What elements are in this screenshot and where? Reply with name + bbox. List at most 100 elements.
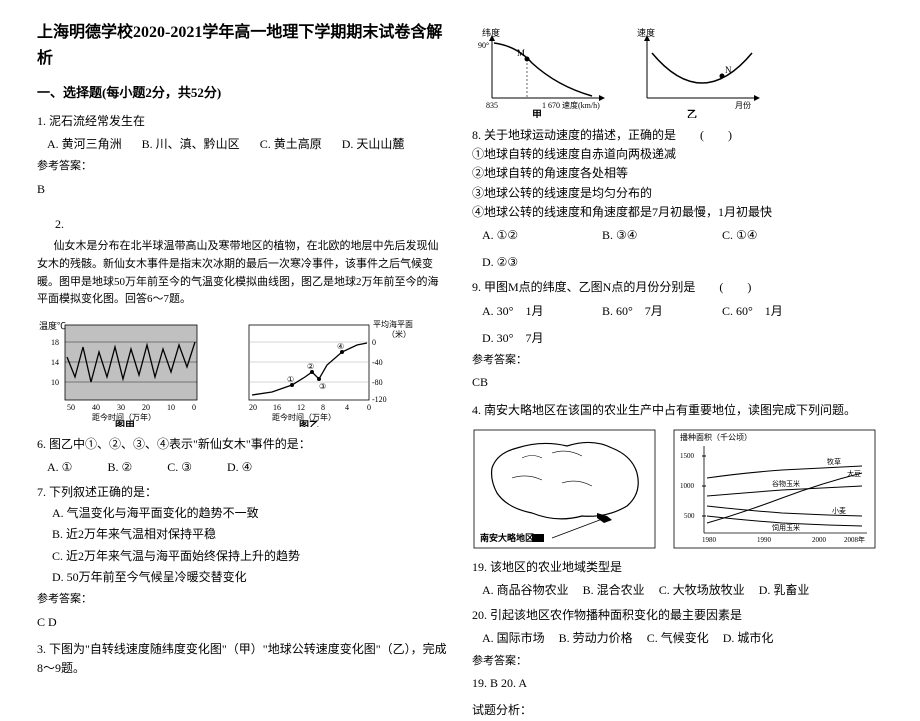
question-1: 1. 泥石流经常发生在 A. 黄河三角洲 B. 川、滇、黔山区 C. 黄土高原 …	[37, 112, 448, 199]
svg-text:30: 30	[117, 403, 125, 412]
q9-opt-c: C. 60° 1月	[722, 302, 802, 321]
svg-text:20: 20	[142, 403, 150, 412]
q1-answer-label: 参考答案：	[37, 158, 448, 176]
svg-text:1500: 1500	[680, 452, 695, 460]
question-19: 19. 该地区的农业地域类型是 A. 商品谷物农业 B. 混合农业 C. 大牧场…	[472, 558, 883, 600]
q19-stem: 19. 该地区的农业地域类型是	[472, 558, 883, 577]
svg-text:②: ②	[307, 362, 314, 371]
svg-text:500: 500	[684, 512, 695, 520]
q7-stem: 7. 下列叙述正确的是：	[37, 483, 448, 502]
q8-s3: ③地球公转的线速度是均匀分布的	[472, 184, 883, 203]
chart-planting-area: 播种面积（千公顷） 1500 1000 500 牧草 大豆 谷物玉米 小麦 饲用…	[672, 428, 877, 550]
question-9: 9. 甲图M点的纬度、乙图N点的月份分别是 ( ) A. 30° 1月 B. 6…	[472, 278, 883, 392]
q7-opt-c: C. 近2万年来气温与海平面始终保持上升的趋势	[52, 547, 448, 566]
q9-stem: 9. 甲图M点的纬度、乙图N点的月份分别是 ( )	[472, 278, 883, 297]
svg-text:播种面积（千公顷）: 播种面积（千公顷）	[680, 432, 752, 442]
q9-answer: CB	[472, 373, 883, 392]
q4-stem: 4. 南安大略地区在该国的农业生产中占有重要地位，读图完成下列问题。	[472, 401, 883, 420]
q8-s2: ②地球自转的角速度各处相等	[472, 164, 883, 183]
q6-opt-d: D. ④	[227, 458, 252, 477]
q3-figures: 纬度 90° M 835 1 670 速度(km/h) 甲 速度 N 月份 乙	[472, 28, 883, 118]
q6-opt-b: B. ②	[107, 458, 132, 477]
q9-opt-a: A. 30° 1月	[482, 302, 562, 321]
q20-answer-label: 参考答案：	[472, 653, 883, 671]
question-3: 3. 下图为"自转线速度随纬度变化图"（甲）"地球公转速度变化图"（乙），完成8…	[37, 640, 448, 678]
chart-jia-temp: 温度℃ 18 14 10 50 40 30 20 10 0 距今时间（万年） 图…	[37, 317, 212, 427]
question-7: 7. 下列叙述正确的是： A. 气温变化与海平面变化的趋势不一致 B. 近2万年…	[37, 483, 448, 632]
q19-opt-d: D. 乳畜业	[759, 581, 810, 600]
svg-text:0: 0	[192, 403, 196, 412]
svg-text:-120: -120	[372, 395, 387, 404]
svg-text:40: 40	[92, 403, 100, 412]
q1-opt-d: D. 天山山麓	[342, 135, 405, 154]
svg-text:1 670 速度(km/h): 1 670 速度(km/h)	[542, 100, 600, 110]
q2-figures: 温度℃ 18 14 10 50 40 30 20 10 0 距今时间（万年） 图…	[37, 317, 448, 427]
q2-label: 2.	[37, 215, 448, 234]
q7-opt-a: A. 气温变化与海平面变化的趋势不一致	[52, 504, 448, 523]
svg-text:大豆: 大豆	[847, 469, 861, 478]
svg-text:③: ③	[319, 382, 326, 391]
svg-text:温度℃: 温度℃	[39, 320, 66, 331]
question-2: 2. 仙女木是分布在北半球温带高山及寒带地区的植物，在北欧的地层中先后发现仙女木…	[37, 215, 448, 427]
q20-analysis: 试题分析：	[472, 701, 883, 720]
question-4: 4. 南安大略地区在该国的农业生产中占有重要地位，读图完成下列问题。 南安大略地…	[472, 401, 883, 550]
q1-opt-b: B. 川、滇、黔山区	[142, 135, 240, 154]
q7-opt-b: B. 近2万年来气温相对保持平稳	[52, 525, 448, 544]
map-canada: 南安大略地区	[472, 428, 657, 550]
svg-text:10: 10	[51, 378, 59, 387]
svg-text:10: 10	[167, 403, 175, 412]
q8-opt-b: B. ③④	[602, 226, 682, 245]
chart-jia-label: 图甲	[115, 420, 135, 427]
svg-text:①: ①	[287, 375, 294, 384]
q6-stem: 6. 图乙中①、②、③、④表示"新仙女木"事件的是：	[37, 435, 448, 454]
chart-yi-label: 图乙	[299, 420, 319, 427]
svg-text:牧草: 牧草	[827, 457, 841, 466]
svg-text:2000: 2000	[812, 536, 827, 544]
q20-opt-c: C. 气候变化	[647, 629, 709, 648]
q19-opt-b: B. 混合农业	[583, 581, 645, 600]
q19-opt-a: A. 商品谷物农业	[482, 581, 569, 600]
q20-opt-b: B. 劳动力价格	[559, 629, 633, 648]
q8-opt-c: C. ①④	[722, 226, 802, 245]
svg-text:50: 50	[67, 403, 75, 412]
q20-answer: 19. B 20. A	[472, 674, 883, 693]
left-column: 上海明德学校2020-2021学年高一地理下学期期末试卷含解析 一、选择题(每小…	[25, 20, 460, 631]
q20-options: A. 国际市场 B. 劳动力价格 C. 气候变化 D. 城市化	[482, 629, 883, 648]
svg-text:14: 14	[51, 358, 59, 367]
svg-text:90°: 90°	[478, 41, 489, 50]
q8-s4: ④地球公转的线速度和角速度都是7月初最慢，1月初最快	[472, 203, 883, 222]
q4-figures: 南安大略地区 播种面积（千公顷） 1500 1000 500 牧草 大豆 谷物玉…	[472, 428, 883, 550]
q8-opt-a: A. ①②	[482, 226, 562, 245]
svg-text:饲用玉米: 饲用玉米	[772, 523, 800, 532]
q1-opt-a: A. 黄河三角洲	[47, 135, 122, 154]
svg-text:1000: 1000	[680, 482, 695, 490]
q8-s1: ①地球自转的线速度自赤道向两极递减	[472, 145, 883, 164]
svg-text:8: 8	[321, 403, 325, 412]
q6-options: A. ① B. ② C. ③ D. ④	[47, 458, 448, 477]
svg-text:南安大略地区: 南安大略地区	[480, 532, 534, 543]
q8-opt-d: D. ②③	[482, 253, 562, 272]
svg-text:甲: 甲	[532, 109, 542, 118]
q9-options: A. 30° 1月 B. 60° 7月 C. 60° 1月 D. 30° 7月	[482, 302, 883, 348]
svg-text:M: M	[517, 48, 525, 58]
right-column: 纬度 90° M 835 1 670 速度(km/h) 甲 速度 N 月份 乙 …	[460, 20, 895, 631]
svg-text:1990: 1990	[757, 536, 772, 544]
q7-options: A. 气温变化与海平面变化的趋势不一致 B. 近2万年来气温相对保持平稳 C. …	[52, 504, 448, 587]
q8-options: A. ①② B. ③④ C. ①④ D. ②③	[482, 226, 883, 272]
svg-text:（米）: （米）	[387, 329, 411, 339]
svg-text:12: 12	[297, 403, 305, 412]
question-20: 20. 引起该地区农作物播种面积变化的最主要因素是 A. 国际市场 B. 劳动力…	[472, 606, 883, 720]
svg-text:N: N	[725, 65, 732, 75]
q20-stem: 20. 引起该地区农作物播种面积变化的最主要因素是	[472, 606, 883, 625]
q1-answer: B	[37, 180, 448, 199]
svg-text:纬度: 纬度	[482, 28, 500, 38]
q19-opt-c: C. 大牧场放牧业	[659, 581, 745, 600]
q1-opt-c: C. 黄土高原	[260, 135, 322, 154]
chart-yi-sea: 平均海平面 （米） 0 -40 -80 -120 ① ② ③ ④ 20 16 1…	[227, 317, 417, 427]
svg-text:20: 20	[249, 403, 257, 412]
chart-yi-revolution: 速度 N 月份 乙	[627, 28, 767, 118]
q20-opt-a: A. 国际市场	[482, 629, 545, 648]
svg-text:1980: 1980	[702, 536, 717, 544]
question-6: 6. 图乙中①、②、③、④表示"新仙女木"事件的是： A. ① B. ② C. …	[37, 435, 448, 477]
section-1-title: 一、选择题(每小题2分，共52分)	[37, 83, 448, 104]
